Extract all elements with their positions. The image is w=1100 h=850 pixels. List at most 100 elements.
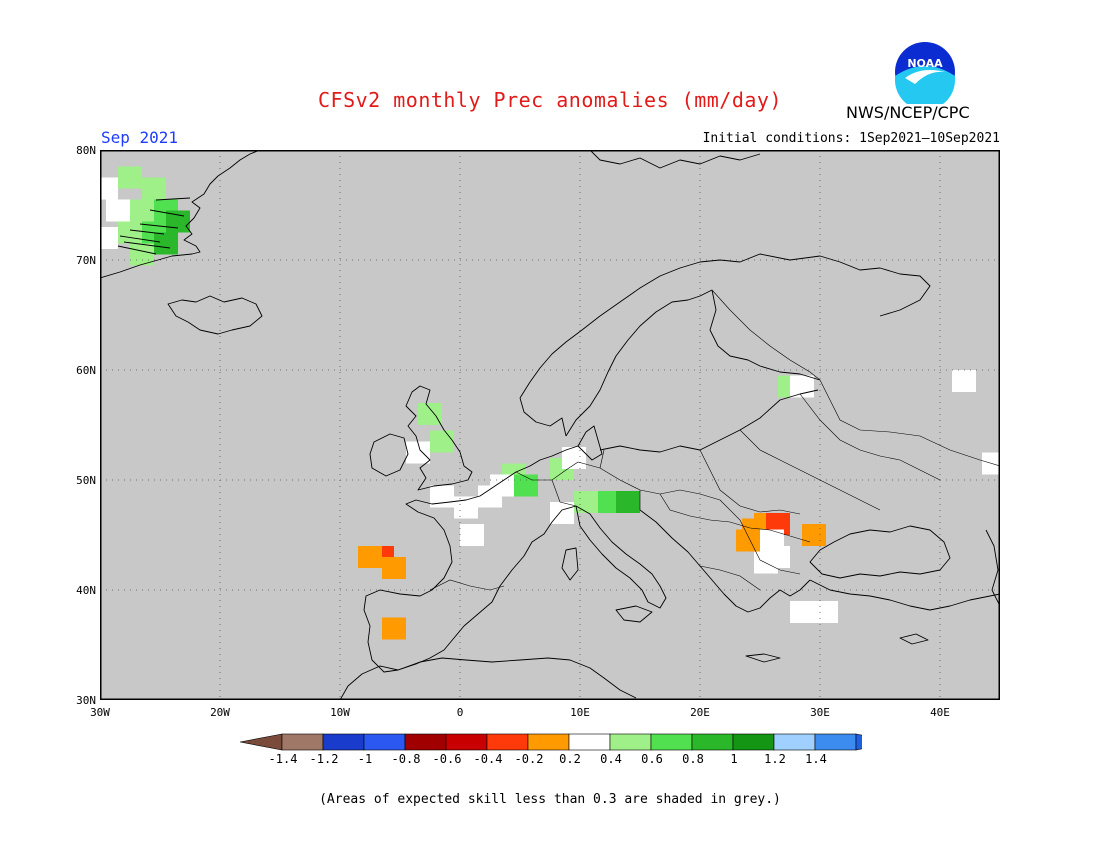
crete-coast <box>745 653 781 663</box>
country-borders <box>429 289 1000 591</box>
colorbar-left-arrow <box>239 733 283 751</box>
colorbar-label: 0.2 <box>559 752 581 766</box>
lon-tick-label: 20E <box>690 706 710 719</box>
anomaly-cell <box>358 546 382 568</box>
lon-tick-label: 30E <box>810 706 830 719</box>
map-frame <box>100 150 1000 700</box>
anomaly-cell <box>418 403 442 425</box>
map-background <box>100 150 1000 700</box>
colorbar-swatch <box>486 733 529 751</box>
border-line <box>711 289 821 381</box>
colorbar-label: -0.6 <box>432 752 462 766</box>
border-line <box>551 479 577 507</box>
denmark-coast <box>577 425 603 461</box>
north-africa-coast <box>339 657 637 700</box>
border-line <box>699 449 801 515</box>
continent-west-coast <box>363 445 579 673</box>
lat-tick-label: 60N <box>76 364 96 377</box>
colorbar-swatch <box>322 733 365 751</box>
sweden-coast <box>565 289 713 437</box>
anomaly-cell <box>460 524 484 546</box>
iceland-coast <box>167 295 263 335</box>
agency-label: NWS/NCEP/CPC <box>846 103 970 122</box>
anomaly-cell <box>514 474 538 497</box>
anomaly-cell <box>430 430 454 453</box>
colorbar-swatch <box>814 733 857 751</box>
border-line <box>577 461 721 501</box>
anomaly-cell <box>736 529 760 552</box>
colorbar-swatch <box>773 733 816 751</box>
colorbar-label: 0.8 <box>682 752 704 766</box>
chart-title: CFSv2 monthly Prec anomalies (mm/day) <box>317 88 783 112</box>
caspian-coast <box>985 529 1000 607</box>
italy-coast <box>575 505 667 609</box>
anomaly-cell <box>490 474 514 497</box>
lon-tick-label: 30W <box>90 706 110 719</box>
lat-tick-label: 30N <box>76 694 96 707</box>
anomaly-map <box>100 150 1000 700</box>
baltic-coast <box>599 389 819 453</box>
lon-tick-label: 40E <box>930 706 950 719</box>
northern-russia-coast <box>739 253 931 317</box>
sardinia-coast <box>561 547 579 581</box>
colorbar <box>239 733 862 751</box>
border-line <box>819 379 1000 467</box>
colorbar-swatch <box>404 733 447 751</box>
border-line <box>739 429 881 511</box>
border-line <box>699 565 761 591</box>
colorbar-swatch <box>281 733 324 751</box>
anomaly-cell <box>406 441 430 464</box>
colorbar-label: 1.2 <box>764 752 786 766</box>
colorbar-label: -1.4 <box>268 752 298 766</box>
colorbar-label: -1.2 <box>309 752 339 766</box>
colorbar-swatch <box>527 733 570 751</box>
lat-tick-label: 80N <box>76 144 96 157</box>
anomaly-cell <box>802 524 826 546</box>
colorbar-label: 1 <box>730 752 738 766</box>
greenland-coast <box>100 150 261 279</box>
initial-conditions: Initial conditions: 1Sep2021–10Sep2021 <box>702 131 1000 146</box>
ireland-coast <box>369 433 409 477</box>
great-britain-coast <box>405 385 473 491</box>
colorbar-swatch <box>445 733 488 751</box>
norway-coast <box>519 259 741 399</box>
lat-tick-label: 70N <box>76 254 96 267</box>
anomaly-cell <box>754 551 778 574</box>
anomaly-cell <box>574 491 598 513</box>
lat-tick-label: 50N <box>76 474 96 487</box>
colorbar-label: -0.4 <box>473 752 503 766</box>
lon-tick-label: 10W <box>330 706 350 719</box>
anomaly-cell <box>100 227 118 249</box>
colorbar-label: 1.4 <box>805 752 827 766</box>
skill-note: (Areas of expected skill less than 0.3 a… <box>319 792 781 807</box>
balkan-coast <box>639 509 811 613</box>
coastlines <box>100 150 1000 700</box>
colorbar-swatch <box>363 733 406 751</box>
sicily-coast <box>615 605 653 623</box>
anomaly-cell <box>616 491 640 513</box>
svalbard-coast <box>589 150 761 169</box>
anomaly-cell <box>154 232 178 255</box>
colorbar-boxes <box>239 733 862 751</box>
noaa-logo-icon: NOAA <box>895 42 955 104</box>
border-line <box>719 499 801 575</box>
anomaly-cell <box>814 601 838 623</box>
colorbar-swatch <box>650 733 693 751</box>
anomaly-cell <box>562 447 586 469</box>
lon-tick-label: 0 <box>456 706 464 719</box>
colorbar-label: -0.8 <box>391 752 421 766</box>
border-line <box>599 449 605 469</box>
norway-south <box>519 397 567 437</box>
anomaly-cell <box>454 496 478 519</box>
colorbar-label: 0.4 <box>600 752 622 766</box>
anomaly-cell <box>118 166 142 189</box>
anomaly-cell <box>790 375 814 398</box>
anomaly-cell <box>550 502 574 524</box>
lon-tick-label: 10E <box>570 706 590 719</box>
anomaly-cell <box>952 370 976 392</box>
lat-tick-label: 40N <box>76 584 96 597</box>
anatolia-coast <box>809 579 1000 611</box>
cyprus-coast <box>899 633 929 645</box>
finland-coast <box>709 289 821 381</box>
anomaly-cell <box>118 221 142 244</box>
